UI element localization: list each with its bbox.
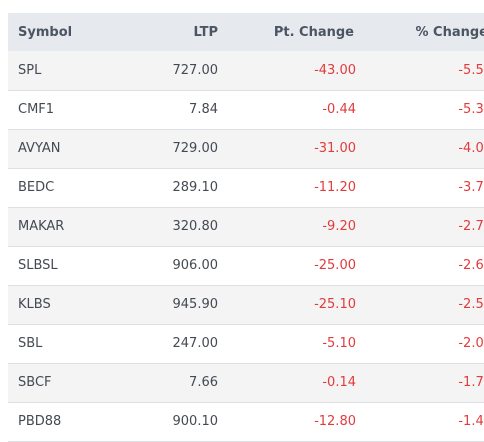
ltp-cell: 7.66 [189, 375, 218, 390]
table-row[interactable]: MAKAR 320.80 -9.20 -2.79 [8, 207, 484, 246]
symbol-cell[interactable]: SPL [18, 62, 42, 78]
pt-change-cell: -25.10 [314, 297, 356, 312]
pct-change-cell: -1.79 [458, 375, 484, 390]
ltp-cell: 320.80 [172, 219, 219, 234]
ltp-cell: 945.90 [172, 297, 219, 312]
table-row[interactable]: SLBSL 906.00 -25.00 -2.69 [8, 246, 484, 285]
symbol-cell[interactable]: CMF1 [18, 102, 55, 117]
table-header: Symbol LTP Pt. Change % Change [8, 13, 484, 51]
pt-change-cell: -31.00 [314, 141, 356, 156]
symbol-cell[interactable]: PBD88 [18, 414, 62, 429]
pct-change-cell: -2.79 [458, 219, 484, 234]
pt-change-cell: -12.80 [314, 414, 356, 429]
symbol-cell[interactable]: SBL [18, 336, 43, 351]
header-pt-change[interactable]: Pt. Change [273, 24, 354, 40]
table-row[interactable]: SBL 247.00 -5.10 -2.02 [8, 324, 484, 363]
pt-change-cell: -11.20 [314, 180, 356, 195]
pt-change-cell: -25.00 [314, 258, 356, 273]
losers-table-container: Symbol LTP Pt. Change % Change SPL 727.00… [8, 13, 484, 442]
pt-change-cell: -5.10 [322, 336, 356, 351]
table-row[interactable]: KLBS 945.90 -25.10 -2.58 [8, 285, 484, 324]
table-row[interactable]: SBCF 7.66 -0.14 -1.79 [8, 363, 484, 402]
pct-change-cell: -2.58 [458, 297, 484, 312]
symbol-cell[interactable]: MAKAR [18, 219, 65, 234]
header-ltp[interactable]: LTP [193, 24, 218, 40]
table-row[interactable]: SPL 727.00 -43.00 -5.58 [8, 51, 484, 90]
ltp-cell: 729.00 [172, 141, 219, 156]
symbol-cell[interactable]: AVYAN [18, 141, 61, 156]
ltp-cell: 906.00 [172, 258, 219, 273]
pct-change-cell: -2.02 [458, 336, 484, 351]
ltp-cell: 7.84 [189, 102, 218, 117]
symbol-cell[interactable]: BEDC [18, 180, 55, 195]
table-row[interactable]: CMF1 7.84 -0.44 -5.31 [8, 90, 484, 129]
ltp-cell: 247.00 [172, 336, 219, 351]
pt-change-cell: -9.20 [322, 219, 356, 234]
header-pct-change[interactable]: % Change [415, 24, 484, 40]
ltp-cell: 289.10 [172, 180, 219, 195]
ltp-cell: 727.00 [172, 62, 219, 78]
symbol-cell[interactable]: KLBS [18, 297, 51, 312]
pct-change-cell: -4.08 [458, 141, 484, 156]
header-symbol[interactable]: Symbol [18, 24, 73, 40]
pt-change-cell: -0.14 [322, 375, 356, 390]
pt-change-cell: -43.00 [314, 62, 356, 78]
losers-table: Symbol LTP Pt. Change % Change SPL 727.00… [8, 13, 484, 442]
symbol-cell[interactable]: SBCF [18, 375, 52, 390]
table-row[interactable]: BEDC 289.10 -11.20 -3.73 [8, 168, 484, 207]
ltp-cell: 900.10 [172, 414, 219, 429]
pct-change-cell: -5.58 [458, 62, 484, 78]
pt-change-cell: -0.44 [322, 102, 356, 117]
header-row: Symbol LTP Pt. Change % Change [8, 13, 484, 51]
table-body: SPL 727.00 -43.00 -5.58 CMF1 7.84 -0.44 -5.31 AV… [8, 51, 484, 441]
pct-change-cell: -3.73 [458, 180, 484, 195]
table-row[interactable]: PBD88 900.10 -12.80 -1.40 [8, 402, 484, 441]
table-row[interactable]: AVYAN 729.00 -31.00 -4.08 [8, 129, 484, 168]
symbol-cell[interactable]: SLBSL [18, 258, 58, 273]
pct-change-cell: -2.69 [458, 258, 484, 273]
pct-change-cell: -1.40 [458, 414, 484, 429]
pct-change-cell: -5.31 [458, 102, 484, 117]
